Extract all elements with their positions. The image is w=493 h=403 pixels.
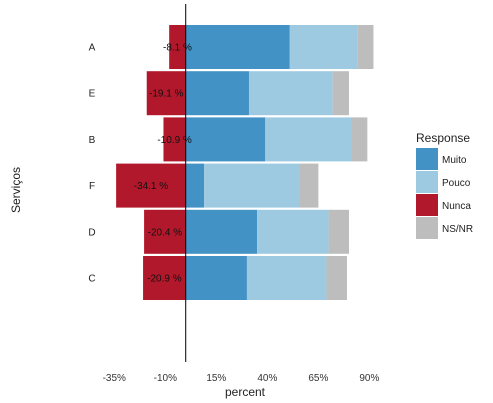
bar-ns-nr-c (326, 256, 347, 300)
y-axis-title: Serviços (9, 167, 23, 213)
legend-label-nunca: Nunca (442, 201, 471, 212)
category-label-b: B (89, 135, 96, 146)
bar-ns-nr-e (332, 71, 349, 116)
bar-pouco-a (289, 25, 358, 69)
legend-title: Response (416, 131, 470, 145)
data-label-c: -20.9 % (147, 274, 182, 285)
bar-muito-d (185, 209, 258, 254)
legend-key-pouco (416, 171, 438, 193)
bar-muito-e (185, 71, 249, 116)
bar-muito-b (185, 117, 266, 162)
bar-pouco-c (246, 256, 327, 300)
bar-muito-a (185, 25, 290, 69)
x-tick-label: 15% (206, 373, 226, 384)
bar-muito-c (185, 256, 247, 300)
data-label-a: -8.1 % (163, 43, 192, 54)
bar-ns-nr-f (300, 163, 319, 208)
data-label-d: -20.4 % (148, 227, 183, 238)
category-label-f: F (89, 181, 95, 192)
legend: Response Muito Pouco Nunca NS/NR (416, 131, 473, 239)
x-tick-label: 90% (359, 373, 379, 384)
x-tick-label: 40% (257, 373, 277, 384)
category-label-d: D (88, 227, 95, 238)
bar-nunca-b (163, 117, 186, 162)
category-labels: A E B F D C (88, 43, 95, 285)
category-label-a: A (89, 43, 96, 54)
bar-muito-f (185, 163, 205, 208)
bar-pouco-f (204, 163, 300, 208)
legend-key-muito (416, 148, 438, 170)
bar-pouco-e (248, 71, 333, 116)
data-label-b: -10.9 % (157, 135, 192, 146)
x-tick-labels: -35% -10% 15% 40% 65% 90% (103, 373, 380, 384)
x-tick-label: 65% (308, 373, 328, 384)
bar-pouco-b (265, 117, 352, 162)
data-labels: -8.1 % -19.1 % -10.9 % -34.1 % -20.4 % -20.9 … (134, 43, 192, 285)
category-label-c: C (88, 274, 95, 285)
x-tick-label: -35% (103, 373, 126, 384)
bars-layer (116, 25, 374, 300)
bar-nunca-e (146, 71, 186, 116)
x-axis-title: percent (225, 385, 266, 399)
bar-ns-nr-b (351, 117, 368, 162)
x-tick-label: -10% (154, 373, 177, 384)
bar-ns-nr-a (357, 25, 374, 69)
data-label-f: -34.1 % (134, 181, 169, 192)
bar-nunca-d (144, 209, 186, 254)
legend-key-nunca (416, 194, 438, 216)
legend-label-pouco: Pouco (442, 178, 471, 189)
bar-pouco-d (257, 209, 329, 254)
bar-nunca-c (143, 256, 186, 300)
bar-ns-nr-d (328, 209, 349, 254)
legend-key-ns-nr (416, 217, 438, 239)
bar-nunca-f (116, 163, 186, 208)
legend-label-muito: Muito (442, 155, 467, 166)
data-label-e: -19.1 % (149, 89, 184, 100)
bar-nunca-a (169, 25, 186, 69)
legend-label-ns-nr: NS/NR (442, 224, 473, 235)
category-label-e: E (89, 89, 96, 100)
